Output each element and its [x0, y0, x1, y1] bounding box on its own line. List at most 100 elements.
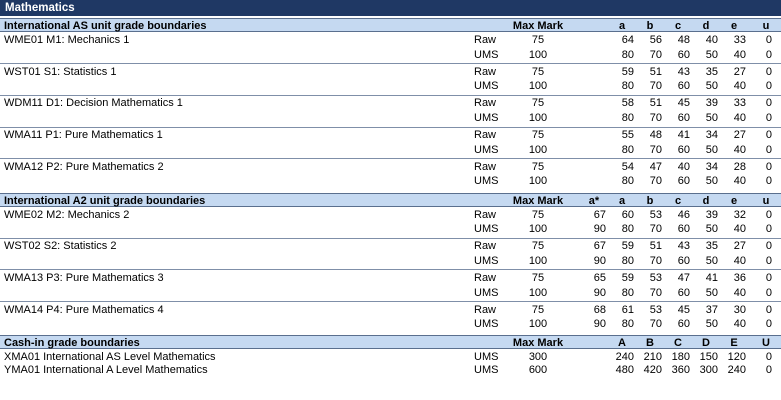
max-mark: 100 [528, 175, 548, 188]
row-divider [0, 94, 781, 96]
grade-header: A [618, 337, 626, 350]
grade-header: e [730, 20, 738, 32]
row-divider [0, 301, 781, 303]
grade-header: a* [588, 194, 600, 207]
grade-boundary: 70 [649, 223, 662, 236]
grade-header: c [674, 194, 682, 207]
max-mark: 100 [528, 112, 548, 124]
grade-boundary: 0 [765, 97, 772, 110]
max-mark: 75 [531, 160, 545, 173]
grade-boundary: 34 [705, 160, 718, 173]
grade-boundary: 60 [677, 112, 690, 124]
grade-boundary: 67 [593, 208, 606, 221]
grade-boundary: 0 [765, 318, 772, 331]
grade-boundary: 70 [649, 48, 662, 61]
max-mark: 75 [531, 240, 545, 253]
grade-boundary: 70 [649, 112, 662, 124]
grade-boundary: 0 [765, 363, 772, 376]
grade-boundary: 47 [649, 160, 662, 173]
row-divider [0, 158, 781, 160]
grade-boundary: 51 [649, 97, 662, 110]
grade-boundary: 65 [593, 271, 606, 284]
grade-boundary: 60 [677, 318, 690, 331]
mark-type: UMS [474, 112, 499, 124]
grade-header: u [762, 194, 770, 207]
section-heading: International AS unit grade boundaries [4, 20, 207, 32]
grade-boundary: 50 [705, 80, 718, 93]
grade-boundary: 180 [671, 351, 690, 364]
grade-header: e [730, 194, 738, 207]
grade-boundary: 0 [765, 303, 772, 316]
qualification-name: YMA01 International A Level Mathematics [4, 363, 208, 376]
grade-header: B [646, 337, 654, 350]
grade-boundary: 53 [649, 208, 662, 221]
grade-boundary: 60 [677, 254, 690, 267]
mark-type: Raw [474, 97, 497, 110]
grade-boundary: 50 [705, 318, 718, 331]
unit-ums-row: UMS 100 80 70 60 50 40 0 [0, 48, 781, 62]
max-mark: 75 [531, 65, 545, 78]
unit-raw-row: WST02 S2: Statistics 2 Raw 75 67 59 51 43 35 27 0 [0, 239, 781, 253]
grade-boundary: 90 [593, 286, 606, 299]
grade-boundary: 0 [765, 175, 772, 188]
unit-name: WST01 S1: Statistics 1 [4, 65, 117, 78]
grade-boundary: 64 [621, 34, 634, 46]
grade-boundary: 35 [705, 240, 718, 253]
grade-boundary: 60 [677, 175, 690, 188]
grade-boundary: 40 [733, 223, 746, 236]
grade-boundary: 210 [643, 351, 662, 364]
grade-boundary: 0 [765, 112, 772, 124]
grade-boundary: 40 [733, 80, 746, 93]
max-mark: 100 [528, 80, 548, 93]
unit-raw-row: WST01 S1: Statistics 1 Raw 75 59 51 43 35 27 0 [0, 65, 781, 79]
grade-boundary: 59 [621, 65, 634, 78]
unit-raw-row: WMA13 P3: Pure Mathematics 3 Raw 75 65 59 53 4… [0, 271, 781, 285]
grade-boundary: 67 [593, 240, 606, 253]
mark-type: UMS [474, 363, 499, 376]
mark-type: Raw [474, 160, 497, 173]
unit-raw-row: WME01 M1: Mechanics 1 Raw 75 64 56 48 40 33 0 [0, 33, 781, 47]
mark-type: UMS [474, 223, 499, 236]
mark-type: UMS [474, 286, 499, 299]
grade-boundary: 55 [621, 129, 634, 142]
grade-boundary: 41 [677, 129, 690, 142]
unit-ums-row: UMS 100 90 80 70 60 50 40 0 [0, 254, 781, 268]
max-mark: 75 [531, 303, 545, 316]
grade-boundary: 90 [593, 254, 606, 267]
grade-boundary: 56 [649, 34, 662, 46]
a2-section-header: International A2 unit grade boundaries Ma… [0, 192, 781, 207]
cashin-row: YMA01 International A Level Mathematics U… [0, 363, 781, 377]
mark-type: UMS [474, 175, 499, 188]
page-title: Mathematics [0, 0, 781, 16]
grade-boundary: 59 [621, 271, 634, 284]
grade-boundary: 240 [615, 351, 634, 364]
grade-boundary: 80 [621, 223, 634, 236]
grade-boundary: 420 [643, 363, 662, 376]
mark-type: UMS [474, 48, 499, 61]
qualification-name: XMA01 International AS Level Mathematics [4, 351, 216, 364]
unit-ums-row: UMS 100 80 70 60 50 40 0 [0, 111, 781, 125]
unit-name: WMA11 P1: Pure Mathematics 1 [4, 129, 163, 142]
unit-raw-row: WMA14 P4: Pure Mathematics 4 Raw 75 68 61 53 4… [0, 303, 781, 317]
row-divider [0, 237, 781, 239]
grade-boundary: 0 [765, 286, 772, 299]
grade-boundary: 80 [621, 254, 634, 267]
grade-boundary: 47 [677, 271, 690, 284]
unit-name: WMA13 P3: Pure Mathematics 3 [4, 271, 164, 284]
grade-boundary: 40 [733, 175, 746, 188]
grade-boundary: 43 [677, 65, 690, 78]
as-section-header: International AS unit grade boundaries Ma… [0, 18, 781, 32]
grade-boundary: 40 [733, 286, 746, 299]
grade-boundary: 36 [733, 271, 746, 284]
grade-header: b [646, 20, 654, 32]
unit-name: WMA12 P2: Pure Mathematics 2 [4, 160, 164, 173]
grade-boundary: 27 [733, 65, 746, 78]
grade-boundary: 40 [733, 112, 746, 124]
grade-boundary: 80 [621, 143, 634, 156]
max-mark: 75 [531, 129, 545, 142]
max-mark: 100 [528, 143, 548, 156]
grade-boundary: 32 [733, 208, 746, 221]
mark-type: Raw [474, 303, 497, 316]
grade-boundary: 50 [705, 48, 718, 61]
grade-boundary: 34 [705, 129, 718, 142]
